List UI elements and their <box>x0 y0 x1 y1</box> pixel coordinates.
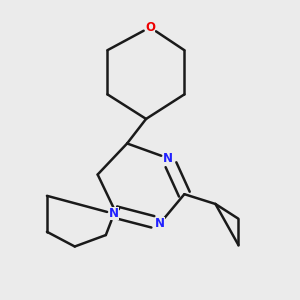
Text: N: N <box>109 207 119 220</box>
Text: N: N <box>155 217 165 230</box>
Text: O: O <box>145 21 155 34</box>
Text: N: N <box>163 152 173 165</box>
